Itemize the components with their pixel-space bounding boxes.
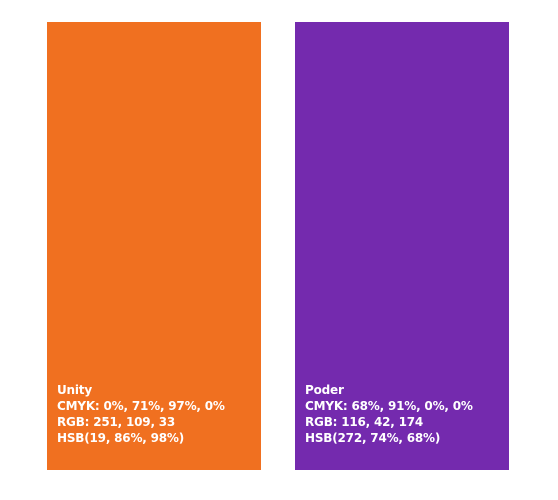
- swatch-name: Poder: [305, 383, 344, 397]
- color-swatch-poder: Poder CMYK: 68%, 91%, 0%, 0% RGB: 116, 4…: [295, 22, 509, 470]
- swatch-rgb: RGB: 251, 109, 33: [57, 415, 176, 429]
- swatch-name: Unity: [57, 383, 92, 397]
- swatch-hsb: HSB(19, 86%, 98%): [57, 431, 185, 445]
- swatch-hsb: HSB(272, 74%, 68%): [305, 431, 441, 445]
- swatch-rgb: RGB: 116, 42, 174: [305, 415, 424, 429]
- swatch-cmyk: CMYK: 68%, 91%, 0%, 0%: [305, 399, 473, 413]
- swatch-info-poder: Poder CMYK: 68%, 91%, 0%, 0% RGB: 116, 4…: [305, 382, 473, 446]
- swatch-cmyk: CMYK: 0%, 71%, 97%, 0%: [57, 399, 225, 413]
- swatch-info-unity: Unity CMYK: 0%, 71%, 97%, 0% RGB: 251, 1…: [57, 382, 225, 446]
- color-swatch-unity: Unity CMYK: 0%, 71%, 97%, 0% RGB: 251, 1…: [47, 22, 261, 470]
